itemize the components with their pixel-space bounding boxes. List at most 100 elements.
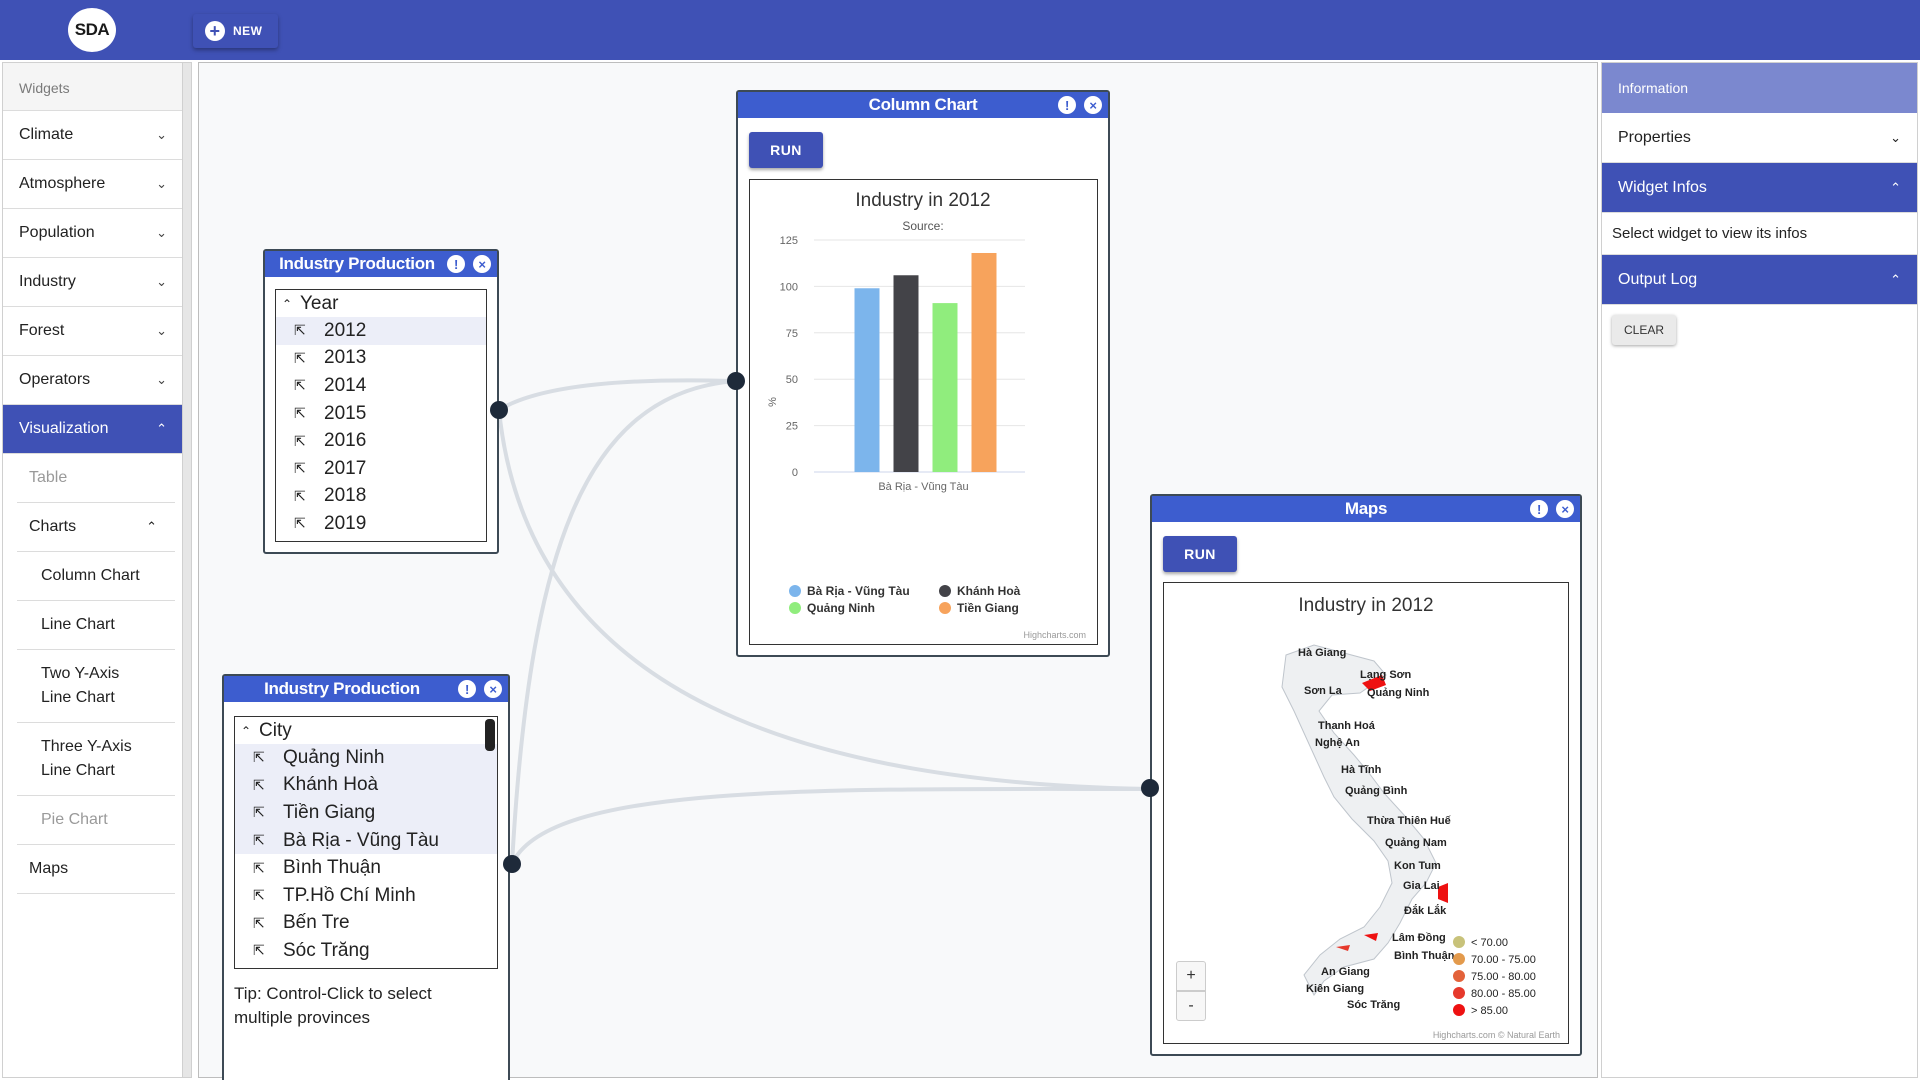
info-icon[interactable]: ! [1530,500,1548,518]
sidebar-header: Widgets [3,63,183,111]
list-group-header[interactable]: ⌃ Year [276,290,486,317]
list-item-label: 2013 [324,347,367,369]
year-listbox[interactable]: ⌃ Year ⇱ 2012 ⇱ 2013 ⇱ 2014 ⇱ 2015 ⇱ 2016 ⇱ 201… [275,289,487,542]
list-item[interactable]: ⇱ Bình Thuận [235,854,497,882]
new-button[interactable]: + NEW [193,14,278,48]
sidebar-subitem-table[interactable]: Table [17,454,175,503]
list-item[interactable]: ⇱ Tiền Giang [235,799,497,827]
sidebar-item-climate[interactable]: Climate ⌄ [3,111,183,160]
properties-section[interactable]: Properties ⌄ [1602,113,1917,163]
list-item-label: TP.Hồ Chí Minh [283,884,416,906]
workflow-canvas[interactable]: Industry Production ! × ⌃ Year ⇱ 2012 ⇱ 201… [198,62,1598,1080]
list-item-label: 2014 [324,374,367,396]
chart-item-line-chart[interactable]: Line Chart [17,601,175,650]
legend-marker [789,602,801,614]
list-group-header[interactable]: ⌃ City [235,717,497,744]
list-item[interactable]: ⇱ 2016 [276,427,486,455]
option-icon: ⇱ [294,322,306,339]
list-item[interactable]: ⇱ 2013 [276,345,486,373]
place-label: Lạng Sơn [1360,669,1411,681]
sidebar-item-atmosphere[interactable]: Atmosphere ⌄ [3,160,183,209]
list-item[interactable]: ⇱ Quảng Ninh [235,744,497,772]
sidebar-item-label: Climate [19,126,74,143]
list-item[interactable]: ⇱ 2014 [276,372,486,400]
option-icon: ⇱ [253,859,265,876]
input-port-maps[interactable] [1141,779,1159,797]
bar [893,275,919,472]
input-port-column-chart[interactable] [727,372,745,390]
list-scrollbar-thumb[interactable] [485,719,495,751]
widget-infos-section[interactable]: Widget Infos ⌃ [1602,163,1917,213]
widget-title-bar[interactable]: Industry Production ! × [265,251,497,277]
output-port-year[interactable] [490,401,508,419]
sidebar-item-operators[interactable]: Operators ⌄ [3,356,183,405]
chart-item-column-chart[interactable]: Column Chart [17,552,175,601]
sidebar-item-population[interactable]: Population ⌄ [3,209,183,258]
legend-label: Tiền Giang [957,601,1019,615]
place-label: Nghệ An [1315,737,1360,749]
chevron-down-icon: ⌄ [156,225,167,240]
chart-item-pie-chart[interactable]: Pie Chart [17,796,175,845]
sidebar-subitem-charts[interactable]: Charts ⌃ [17,503,175,552]
y-tick-label: 75 [786,328,798,340]
clear-log-button[interactable]: CLEAR [1612,315,1676,345]
list-item[interactable]: ⇱ 2018 [276,483,486,511]
list-item-label: 2017 [324,457,367,479]
list-item-label: 2015 [324,402,367,424]
zoom-in-button[interactable]: + [1176,961,1206,991]
list-item-label: Bình Thuận [283,857,381,879]
list-item[interactable]: ⇱ Bà Rịa - Vũng Tàu [235,826,497,855]
widget-title-bar[interactable]: Column Chart ! × [738,92,1108,118]
list-item[interactable]: ⇱ 2017 [276,455,486,483]
info-icon[interactable]: ! [458,680,476,698]
region-ba-ria [1364,933,1378,941]
industry-production-year-widget[interactable]: Industry Production ! × ⌃ Year ⇱ 2012 ⇱ 201… [263,249,499,554]
info-icon[interactable]: ! [447,255,465,273]
city-listbox[interactable]: ⌃ City ⇱ Quảng Ninh ⇱ Khánh Hoà ⇱ Tiền Giang… [234,716,498,969]
sidebar-subitem-maps[interactable]: Maps [17,845,175,894]
legend-label: Khánh Hoà [957,584,1021,598]
bar [854,288,880,472]
output-log-section[interactable]: Output Log ⌃ [1602,255,1917,305]
map-frame[interactable]: Industry in 2012 Hà Giang Lạng Sơn Sơn L… [1163,582,1569,1044]
run-button[interactable]: RUN [749,132,823,168]
close-icon[interactable]: × [473,255,491,273]
chevron-down-icon: ⌄ [156,176,167,191]
list-item[interactable]: ⇱ 2012 [276,317,486,345]
list-item[interactable]: ⇱ Bến Tre [235,910,497,938]
run-button[interactable]: RUN [1163,536,1237,572]
list-item[interactable]: ⇱ Khánh Hoà [235,771,497,800]
sidebar-item-visualization[interactable]: Visualization ⌃ [3,405,183,454]
widget-title-bar[interactable]: Industry Production ! × [224,676,508,702]
list-item-label: 2016 [324,430,367,452]
close-icon[interactable]: × [1084,96,1102,114]
place-label: Quảng Ninh [1367,687,1430,699]
chart-item-two-y-axis[interactable]: Two Y-Axis Line Chart [17,650,175,723]
maps-widget[interactable]: Maps ! × RUN Industry in 2012 Hà Giang [1150,494,1582,1056]
info-icon[interactable]: ! [1058,96,1076,114]
industry-production-city-widget[interactable]: Industry Production ! × ⌃ City ⇱ Quảng Nin… [222,674,510,1080]
sidebar-item-forest[interactable]: Forest ⌄ [3,307,183,356]
sidebar-item-label: Industry [19,273,76,290]
region-quang-ninh [1362,675,1386,691]
sidebar-scrollbar[interactable] [182,62,192,1078]
zoom-out-button[interactable]: - [1176,991,1206,1021]
column-chart-widget[interactable]: Column Chart ! × RUN Industry in 2012 So… [736,90,1110,657]
list-item[interactable]: ⇱ Sóc Trăng [235,937,497,965]
list-item[interactable]: ⇱ 2015 [276,400,486,428]
close-icon[interactable]: × [484,680,502,698]
map-title: Industry in 2012 [1298,595,1433,616]
place-label: Quảng Nam [1385,837,1447,849]
close-icon[interactable]: × [1556,500,1574,518]
list-item[interactable]: ⇱ TP.Hồ Chí Minh [235,882,497,910]
widget-title-bar[interactable]: Maps ! × [1152,496,1580,522]
list-item[interactable]: ⇱ 2019 [276,510,486,538]
chart-title: Industry in 2012 [855,190,990,211]
output-port-city[interactable] [503,855,521,873]
list-item-label: Bến Tre [283,912,350,934]
y-tick-label: 100 [780,281,798,293]
wire-city-to-column [510,379,737,865]
sidebar-item-industry[interactable]: Industry ⌄ [3,258,183,307]
chart-item-three-y-axis[interactable]: Three Y-Axis Line Chart [17,723,175,796]
